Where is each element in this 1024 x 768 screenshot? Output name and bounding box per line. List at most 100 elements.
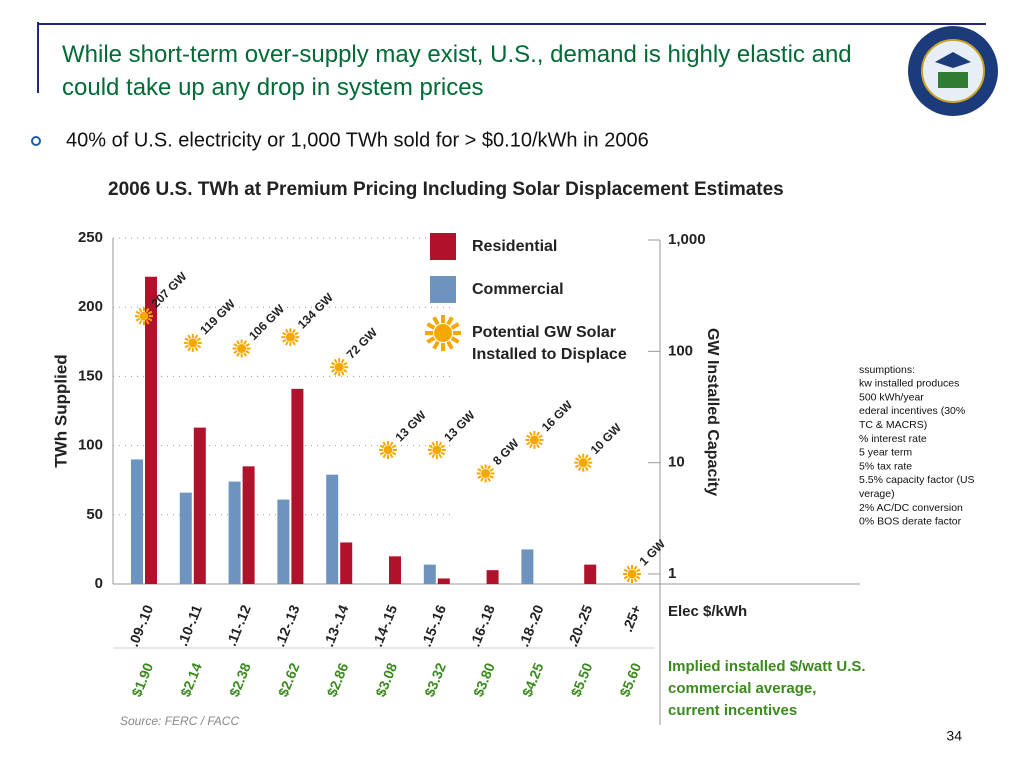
bar (179, 492, 192, 584)
page-number: 34 (946, 728, 962, 744)
data-label: 16 GW (539, 398, 576, 435)
sun-ray (389, 453, 394, 459)
assumption-line: 5% tax rate (859, 460, 912, 472)
sun-ray (426, 322, 436, 330)
bar (291, 388, 304, 584)
sun-ray (438, 441, 443, 447)
sun-core (285, 332, 295, 342)
sun-core (383, 445, 393, 455)
sun-ray (187, 334, 192, 340)
sun-ray (477, 468, 482, 472)
source: Source: FERC / FACC (120, 714, 239, 728)
sun-ray (285, 328, 289, 334)
x-tick-label: .11-.12 (223, 602, 254, 648)
assumption-line: ederal incentives (30% (859, 405, 965, 417)
sun-ray (145, 319, 150, 325)
data-label: 134 GW (295, 290, 336, 331)
sun-ray (233, 343, 238, 347)
sun-ray (236, 352, 240, 357)
sun-core (529, 435, 539, 445)
bar (228, 481, 241, 584)
sun-core (481, 468, 491, 478)
sun-ray (536, 431, 540, 437)
sun-ray (587, 457, 592, 462)
sun-ray (574, 464, 580, 469)
sun-ray (138, 307, 143, 313)
x-tick-label: .12-.13 (271, 602, 302, 649)
x-tick-label: .14-.15 (369, 602, 400, 649)
sun-ray (450, 336, 460, 344)
price-label: $3.32 (421, 660, 449, 699)
sun-ray (440, 444, 446, 449)
sun-ray (379, 444, 385, 449)
sun-ray (343, 361, 348, 366)
y2-tick-label: 1 (668, 565, 676, 582)
bar (326, 474, 339, 584)
y-tick-label: 200 (78, 298, 103, 315)
sun-ray (577, 454, 582, 459)
y2-tick-label: 1,000 (668, 231, 706, 248)
sun-ray (635, 575, 641, 580)
sun-ray (196, 337, 202, 342)
bar (521, 549, 534, 584)
sun-ray (147, 317, 153, 322)
sun-ray (538, 434, 543, 439)
bullet-dot (31, 136, 41, 146)
sun-core (334, 362, 344, 372)
sun-ray (489, 468, 494, 472)
bar (486, 570, 499, 584)
y-tick-label: 0 (95, 575, 103, 592)
sun-ray (428, 444, 433, 449)
x-tick-label: .10-.11 (174, 602, 205, 648)
price-label: $2.38 (226, 660, 254, 699)
sun-ray (440, 451, 446, 456)
sun-marker (281, 328, 300, 347)
assumption-line: ssumptions: (859, 364, 915, 376)
sun-ray (184, 344, 189, 349)
data-label: 1 GW (636, 536, 668, 568)
sun-ray (294, 331, 299, 336)
sun-ray (432, 316, 440, 326)
y2-axis-label: GW Installed Capacity (704, 328, 721, 496)
sun-ray (446, 340, 454, 350)
y-tick-label: 50 (86, 506, 103, 523)
assumption-line: verage) (859, 488, 895, 500)
chart-title: 2006 U.S. TWh at Premium Pricing Includi… (108, 179, 784, 200)
assumption-line: kw installed produces (859, 378, 959, 390)
x-tick-label: .16-.18 (467, 602, 498, 649)
sun-ray (147, 310, 153, 315)
sun-ray (480, 465, 484, 470)
legend-swatch (430, 233, 456, 260)
sun-ray (526, 441, 531, 446)
assumption-line: 500 kWh/year (859, 391, 924, 403)
sun-marker (183, 333, 202, 352)
assumption-line: 5.5% capacity factor (US (859, 474, 975, 486)
sun-marker (574, 453, 593, 472)
sun-ray (438, 453, 443, 459)
y-axis-label: TWh Supplied (51, 354, 70, 467)
assumption-line: 5 year term (859, 447, 912, 459)
data-label: 8 GW (490, 436, 522, 468)
sun-marker (135, 307, 153, 326)
sun-core (627, 569, 637, 579)
price-label: $2.86 (323, 660, 351, 699)
sun-marker (623, 565, 641, 583)
sun-ray (294, 338, 299, 343)
y-tick-label: 250 (78, 229, 103, 246)
sun-ray (285, 341, 289, 346)
sun-marker (379, 440, 397, 459)
sun-ray (477, 475, 482, 479)
sun-ray (243, 352, 247, 357)
sun-ray (529, 431, 533, 437)
sun-ray (333, 371, 338, 376)
bar (389, 556, 401, 584)
price-label: $2.14 (177, 660, 205, 699)
price-label: $2.62 (275, 660, 303, 699)
sun-ray (145, 307, 150, 313)
y2-tick-label: 10 (668, 454, 685, 471)
sun-core (434, 324, 452, 342)
sun-ray (623, 575, 629, 580)
sun-ray (135, 317, 141, 322)
x-tick-label: .18-.20 (515, 602, 546, 649)
